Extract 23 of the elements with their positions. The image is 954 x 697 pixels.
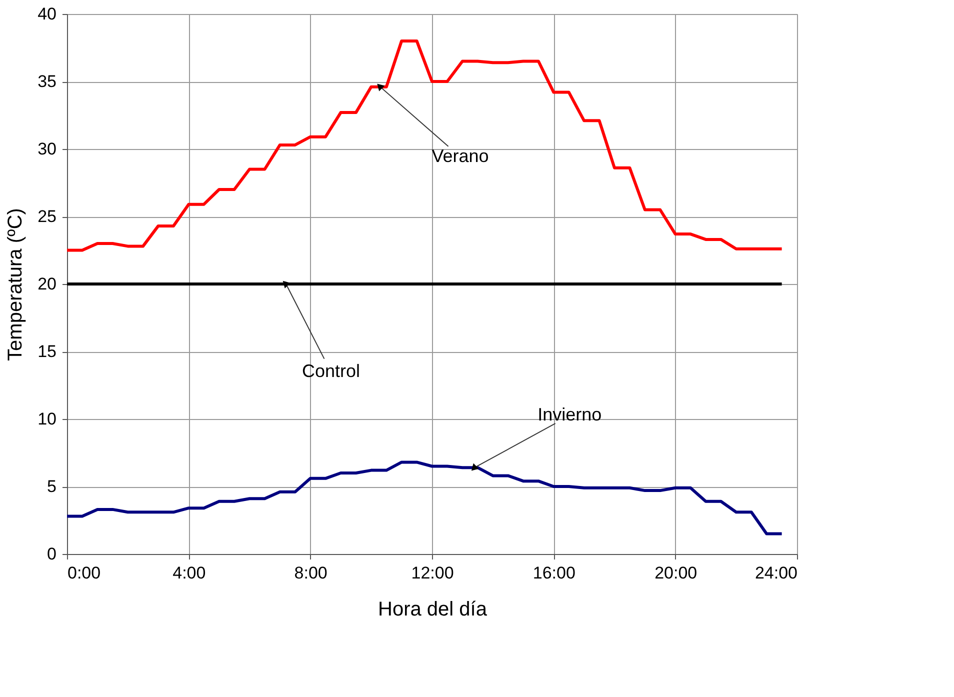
annotation: Verano [432,146,489,166]
y-axis-title: Temperatura (ºC) [4,208,27,361]
y-tick-label: 5 [47,477,56,496]
y-tick-label: 25 [38,207,56,226]
y-tick-label: 15 [38,342,56,361]
x-tick-label: 4:00 [172,564,206,582]
y-tick-label: 0 [47,544,56,564]
x-tick-label: 12:00 [411,564,454,582]
y-tick-label: 30 [38,140,56,158]
x-tick-label: 0:00 [68,564,101,582]
line-series [66,40,784,252]
x-tick-label: 16:00 [532,564,576,582]
x-tick-label: 20:00 [654,564,698,582]
x-tick-label: 24:00 [754,564,798,582]
annotation: Invierno [538,404,602,425]
y-tick-label: 40 [38,4,56,24]
y-tick-label: 20 [38,274,56,294]
annotation: Control [302,361,360,381]
y-tick-label: 35 [38,72,56,91]
x-tick-label: 8:00 [294,564,328,582]
line-series [66,460,784,536]
x-axis-title: Hora del día [378,598,488,620]
y-tick-label: 10 [38,410,56,428]
